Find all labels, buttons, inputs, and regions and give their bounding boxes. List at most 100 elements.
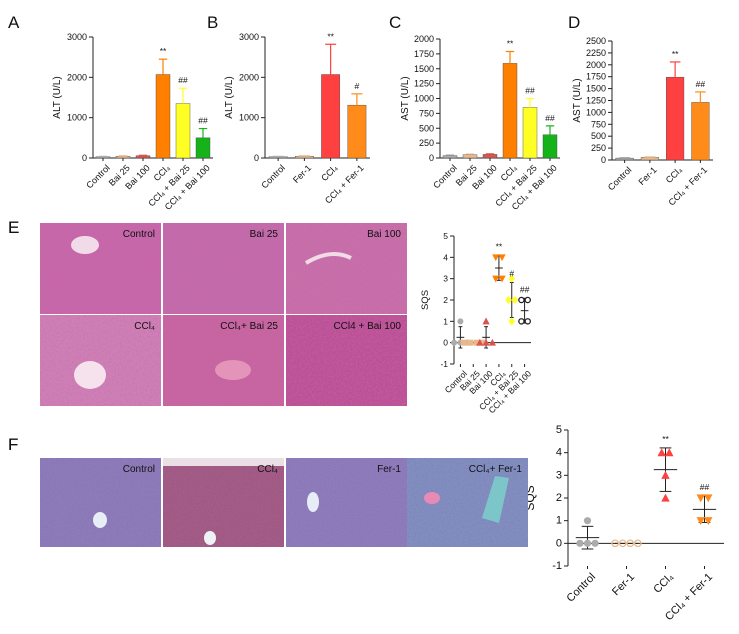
data-point <box>524 296 531 304</box>
bar <box>502 63 518 159</box>
data-point <box>476 338 484 346</box>
y-tick-label: 3 <box>556 469 562 481</box>
x-tick-label: Control <box>84 163 112 191</box>
vessel-lumen <box>74 361 106 389</box>
vessel-lumen <box>93 512 107 528</box>
micrograph-he: CCl4 + Bai 100 <box>286 315 407 406</box>
data-point <box>633 539 642 548</box>
micrograph-masson: Fer-1 <box>286 458 407 547</box>
y-tick-label: 1 <box>443 316 448 326</box>
micrograph-masson: CCl₄+ Fer-1 <box>407 458 528 547</box>
data-point <box>467 339 474 346</box>
data-point <box>524 318 531 325</box>
y-tick-label: 1750 <box>414 49 434 59</box>
vessel-lumen <box>304 252 352 265</box>
data-point <box>696 517 705 526</box>
image-label: Bai 100 <box>367 229 401 240</box>
y-tick-label: 2000 <box>586 60 606 70</box>
y-tick-label: 2000 <box>239 72 259 82</box>
y-tick-label: 3000 <box>67 32 87 42</box>
image-label: Bai 25 <box>250 229 279 240</box>
y-tick-label: 1250 <box>586 96 606 106</box>
significance-label: ## <box>700 482 710 492</box>
image-label: CCl₄+ Bai 25 <box>220 321 278 332</box>
data-point <box>498 275 506 283</box>
micrograph-tissue <box>286 223 407 314</box>
micrograph-tissue <box>163 315 284 406</box>
stain-spot <box>424 492 440 504</box>
y-tick-label: 1 <box>556 515 562 527</box>
micrograph-masson: CCl₄ <box>163 458 284 547</box>
y-tick-label: 2 <box>443 295 448 305</box>
bar <box>294 155 314 159</box>
vessel-lumen <box>204 531 216 545</box>
y-axis-label: SQS <box>420 290 431 310</box>
bar <box>347 104 367 159</box>
x-tick-label: Control <box>565 571 599 605</box>
y-tick-label: 5 <box>556 424 562 436</box>
data-point <box>518 296 525 304</box>
bar <box>640 157 659 161</box>
significance-label: ## <box>696 79 706 89</box>
y-tick-label: 4 <box>556 447 562 459</box>
bar <box>321 74 341 159</box>
significance-label: ** <box>496 242 503 252</box>
bar <box>666 76 685 161</box>
panel-letter: F <box>8 435 18 454</box>
y-tick-label: -1 <box>440 359 448 369</box>
bar <box>115 155 131 159</box>
bar <box>691 102 710 161</box>
y-tick-label: 0 <box>429 153 434 163</box>
y-tick-label: 3000 <box>239 32 259 42</box>
y-axis-label: ALT (U/L) <box>52 76 63 118</box>
data-point <box>583 517 592 525</box>
image-label: Fer-1 <box>377 464 401 475</box>
x-tick-label: CCl₄ <box>651 571 676 596</box>
y-tick-label: 1000 <box>239 113 259 123</box>
y-tick-label: 1000 <box>67 113 87 123</box>
micrograph-tissue <box>40 223 161 314</box>
data-point <box>508 274 516 283</box>
data-point <box>492 275 500 283</box>
data-point <box>488 338 496 346</box>
data-point <box>460 339 467 346</box>
y-axis-label: AST (U/L) <box>572 78 583 122</box>
y-tick-label: 0 <box>443 338 448 348</box>
bar <box>175 103 191 159</box>
data-point <box>482 317 490 325</box>
y-tick-label: 0 <box>556 537 562 549</box>
panel-letter: A <box>8 13 20 32</box>
micrographs-layer: E F Control Bai 25 Bai 100 CCl₄ CCl₄+ Bai 25 CC… <box>8 218 528 547</box>
y-tick-label: 2000 <box>414 34 434 44</box>
significance-label: ** <box>672 49 679 59</box>
significance-label: ## <box>520 284 530 294</box>
micrograph-tissue <box>40 315 161 406</box>
significance-label: ## <box>198 116 208 126</box>
y-tick-label: 1500 <box>586 84 606 94</box>
y-tick-label: 250 <box>591 143 606 153</box>
bar <box>442 155 458 159</box>
panel-letter: F <box>8 435 18 454</box>
necrotic-area <box>215 360 251 380</box>
micrograph-he: CCl₄+ Bai 25 <box>163 315 284 406</box>
y-tick-label: 2250 <box>586 48 606 58</box>
micrograph-he: Control <box>40 223 161 314</box>
tissue-edge <box>163 458 284 466</box>
bar <box>615 157 634 161</box>
x-tick-label: Control <box>259 163 287 191</box>
data-point <box>576 539 584 547</box>
y-axis-label: ALT (U/L) <box>224 76 235 118</box>
data-point <box>618 539 627 548</box>
data-point <box>657 448 666 457</box>
vessel-lumen <box>307 492 319 512</box>
data-point <box>661 493 670 502</box>
bar <box>155 74 171 159</box>
y-tick-label: 750 <box>419 108 434 118</box>
y-tick-label: 0 <box>601 155 606 165</box>
panel-c: C 0 250 500 750 1000 1250 1500 1750 2000 AST (U/L)… <box>389 13 560 212</box>
panel-letter: E <box>8 218 19 237</box>
